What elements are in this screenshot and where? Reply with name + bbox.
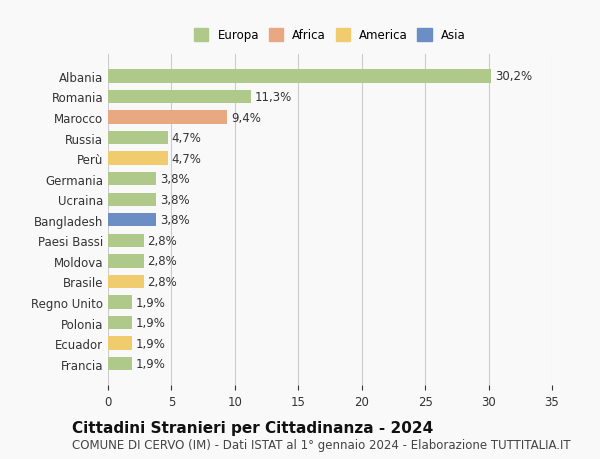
Text: 2,8%: 2,8% [148,255,177,268]
Bar [108,255,143,268]
Text: 9,4%: 9,4% [231,111,261,124]
Bar [108,213,156,227]
Text: 4,7%: 4,7% [172,152,202,165]
Text: 1,9%: 1,9% [136,296,166,309]
Bar [108,275,143,289]
Text: 3,8%: 3,8% [160,193,190,206]
Bar [108,152,167,165]
Text: 3,8%: 3,8% [160,214,190,227]
Bar [108,70,491,84]
Text: 2,8%: 2,8% [148,275,177,288]
Bar [108,111,227,124]
Bar [108,296,132,309]
Bar [108,193,156,207]
Text: 4,7%: 4,7% [172,132,202,145]
Text: 1,9%: 1,9% [136,316,166,330]
Bar [108,337,132,350]
Bar [108,90,251,104]
Text: 3,8%: 3,8% [160,173,190,186]
Text: 1,9%: 1,9% [136,337,166,350]
Text: 1,9%: 1,9% [136,358,166,370]
Bar [108,357,132,370]
Bar [108,173,156,186]
Bar [108,316,132,330]
Text: 11,3%: 11,3% [255,91,292,104]
Text: 2,8%: 2,8% [148,235,177,247]
Legend: Europa, Africa, America, Asia: Europa, Africa, America, Asia [191,26,469,46]
Bar [108,132,167,145]
Bar [108,234,143,247]
Text: 30,2%: 30,2% [495,70,532,83]
Text: Cittadini Stranieri per Cittadinanza - 2024: Cittadini Stranieri per Cittadinanza - 2… [72,420,433,435]
Text: COMUNE DI CERVO (IM) - Dati ISTAT al 1° gennaio 2024 - Elaborazione TUTTITALIA.I: COMUNE DI CERVO (IM) - Dati ISTAT al 1° … [72,438,571,451]
